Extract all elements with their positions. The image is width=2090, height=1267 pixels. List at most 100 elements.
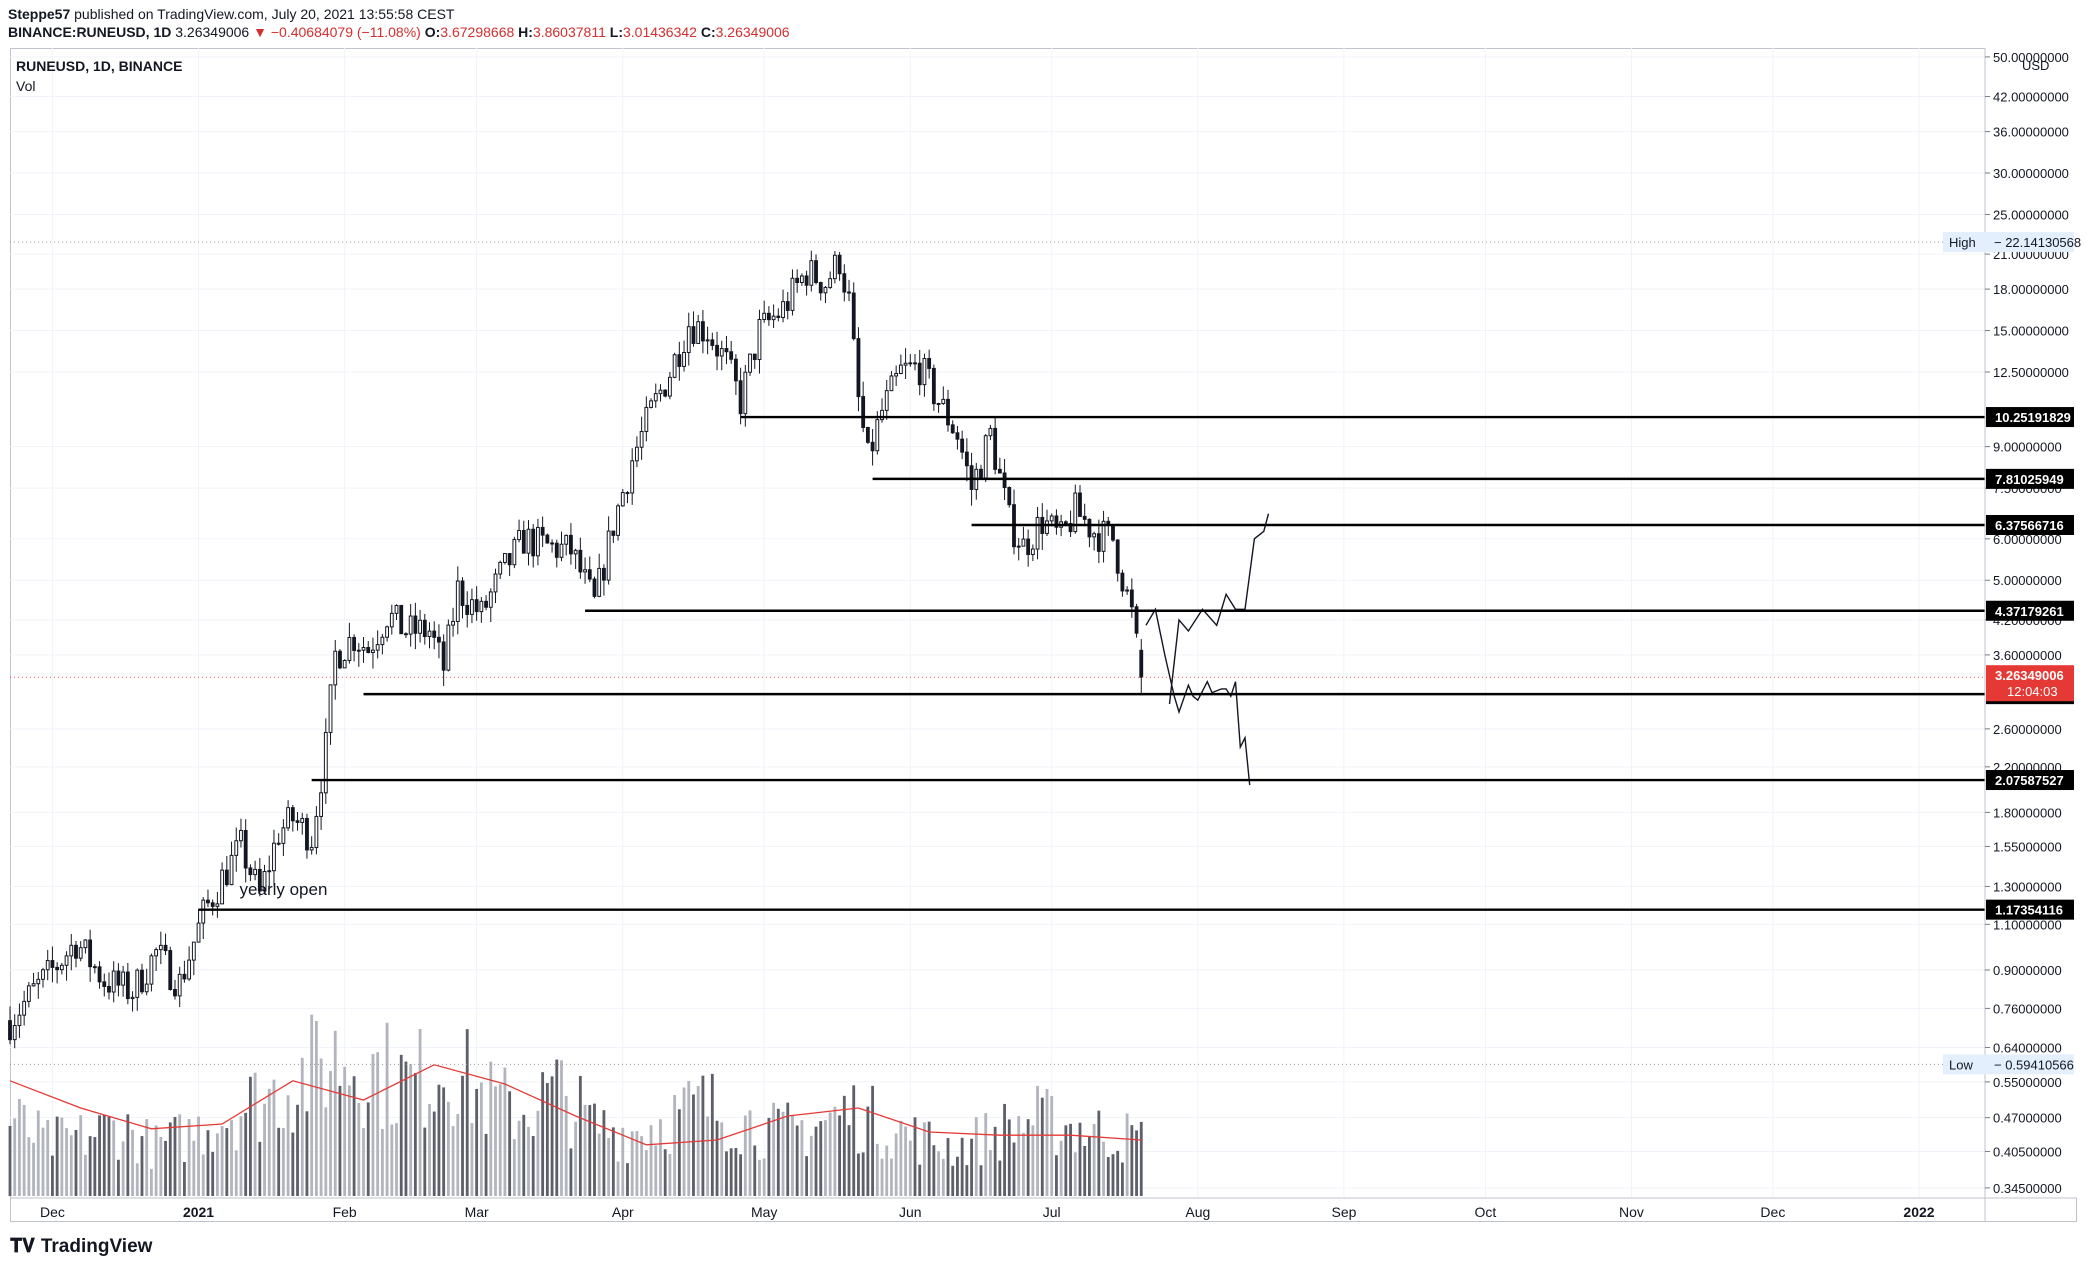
candle-body xyxy=(738,380,743,415)
volume-bar xyxy=(98,1115,101,1196)
volume-bar xyxy=(131,1129,134,1196)
candle-body xyxy=(1021,538,1026,547)
candle-body xyxy=(724,348,729,353)
candle-body xyxy=(667,376,672,397)
candle-body xyxy=(634,446,639,462)
candle-body xyxy=(182,973,187,980)
candle xyxy=(1134,603,1139,638)
candle-body xyxy=(625,492,630,495)
candle-body xyxy=(743,371,748,415)
candle-body xyxy=(620,492,625,507)
candle-body xyxy=(427,630,432,638)
candle-body xyxy=(102,981,107,987)
candle xyxy=(814,254,818,285)
candle xyxy=(328,684,333,745)
candle-body xyxy=(64,955,69,966)
volume-bars xyxy=(8,1014,1143,1196)
candle xyxy=(187,946,192,981)
candle xyxy=(262,864,267,895)
legend-symbol[interactable]: RUNEUSD, 1D, BINANCE xyxy=(16,58,183,74)
candle xyxy=(672,352,677,379)
candle xyxy=(144,968,149,996)
candle xyxy=(229,841,234,886)
y-tick-label: 0.76000000 xyxy=(1993,1001,2062,1016)
volume-bar xyxy=(1064,1125,1068,1196)
volume-bar xyxy=(748,1110,752,1196)
candle-body xyxy=(1134,606,1139,634)
candle xyxy=(1054,509,1059,535)
candle-body xyxy=(446,624,451,671)
candle xyxy=(437,624,441,659)
volume-bar xyxy=(857,1153,860,1196)
candle-body xyxy=(342,660,347,669)
candle-body xyxy=(328,684,333,733)
candle-body xyxy=(639,431,644,448)
volume-bar xyxy=(998,1160,1002,1196)
candle xyxy=(809,250,814,292)
legend-volume[interactable]: Vol xyxy=(16,78,36,94)
candle-body xyxy=(969,465,974,490)
candle xyxy=(766,306,771,326)
volume-bar xyxy=(593,1103,596,1196)
candle xyxy=(941,386,946,405)
volume-bar xyxy=(621,1127,625,1196)
candle-body xyxy=(1068,523,1073,533)
candle-body xyxy=(163,944,168,952)
projection-path-2 xyxy=(1168,513,1270,705)
candle-body xyxy=(1007,487,1012,506)
candle xyxy=(889,371,894,392)
candle-body xyxy=(917,362,922,386)
candle xyxy=(470,588,474,624)
candle xyxy=(1106,516,1111,536)
volume-bar xyxy=(140,1136,144,1196)
candle xyxy=(1101,510,1106,563)
current-price-badge: 3.26349006 xyxy=(1995,668,2064,683)
volume-bar xyxy=(253,1072,257,1196)
author-name[interactable]: Steppe57 xyxy=(8,6,71,22)
candle-body xyxy=(12,1025,17,1041)
candle xyxy=(865,426,870,444)
candle-body xyxy=(74,944,78,959)
candle-body xyxy=(125,971,130,1000)
volume-bar xyxy=(871,1085,875,1196)
y-tick-label: 0.90000000 xyxy=(1993,963,2062,978)
volume-bar xyxy=(1073,1152,1077,1196)
candle-body xyxy=(658,389,663,395)
candle xyxy=(140,963,144,995)
volume-bar xyxy=(413,1072,417,1196)
candle xyxy=(1129,578,1134,618)
volume-bar xyxy=(248,1076,252,1196)
candle-body xyxy=(898,364,903,375)
tradingview-logo-icon: 𝐓𝐕 xyxy=(10,1236,35,1257)
candle-body xyxy=(8,1020,12,1041)
volume-bar xyxy=(527,1126,530,1196)
volume-bar xyxy=(164,1140,167,1196)
candle xyxy=(757,309,762,374)
volume-bar xyxy=(545,1083,549,1196)
candle-body xyxy=(630,460,635,494)
y-tick-label: 18.00000000 xyxy=(1993,282,2069,297)
projection-path-1 xyxy=(1145,607,1251,786)
candle xyxy=(856,327,861,412)
volume-bar xyxy=(720,1122,724,1196)
level-badge: 7.81025949 xyxy=(1995,472,2064,487)
candle-body xyxy=(988,427,993,437)
volume-bar xyxy=(1045,1088,1049,1196)
volume-bar xyxy=(875,1143,879,1196)
volume-bar xyxy=(1040,1097,1044,1196)
candle-body xyxy=(1087,518,1092,538)
volume-bar xyxy=(1078,1122,1082,1196)
candle-body xyxy=(752,353,757,361)
volume-bar xyxy=(333,1030,337,1196)
volume-bar xyxy=(597,1133,601,1196)
candle xyxy=(1096,519,1101,564)
volume-bar xyxy=(13,1118,17,1196)
volume-bar xyxy=(715,1120,719,1196)
low-value: 3.01436342 xyxy=(622,24,697,40)
candle xyxy=(206,889,210,908)
candle xyxy=(272,829,276,886)
candle-body xyxy=(903,362,908,366)
candle-body xyxy=(465,604,470,615)
candle-body xyxy=(210,902,215,907)
